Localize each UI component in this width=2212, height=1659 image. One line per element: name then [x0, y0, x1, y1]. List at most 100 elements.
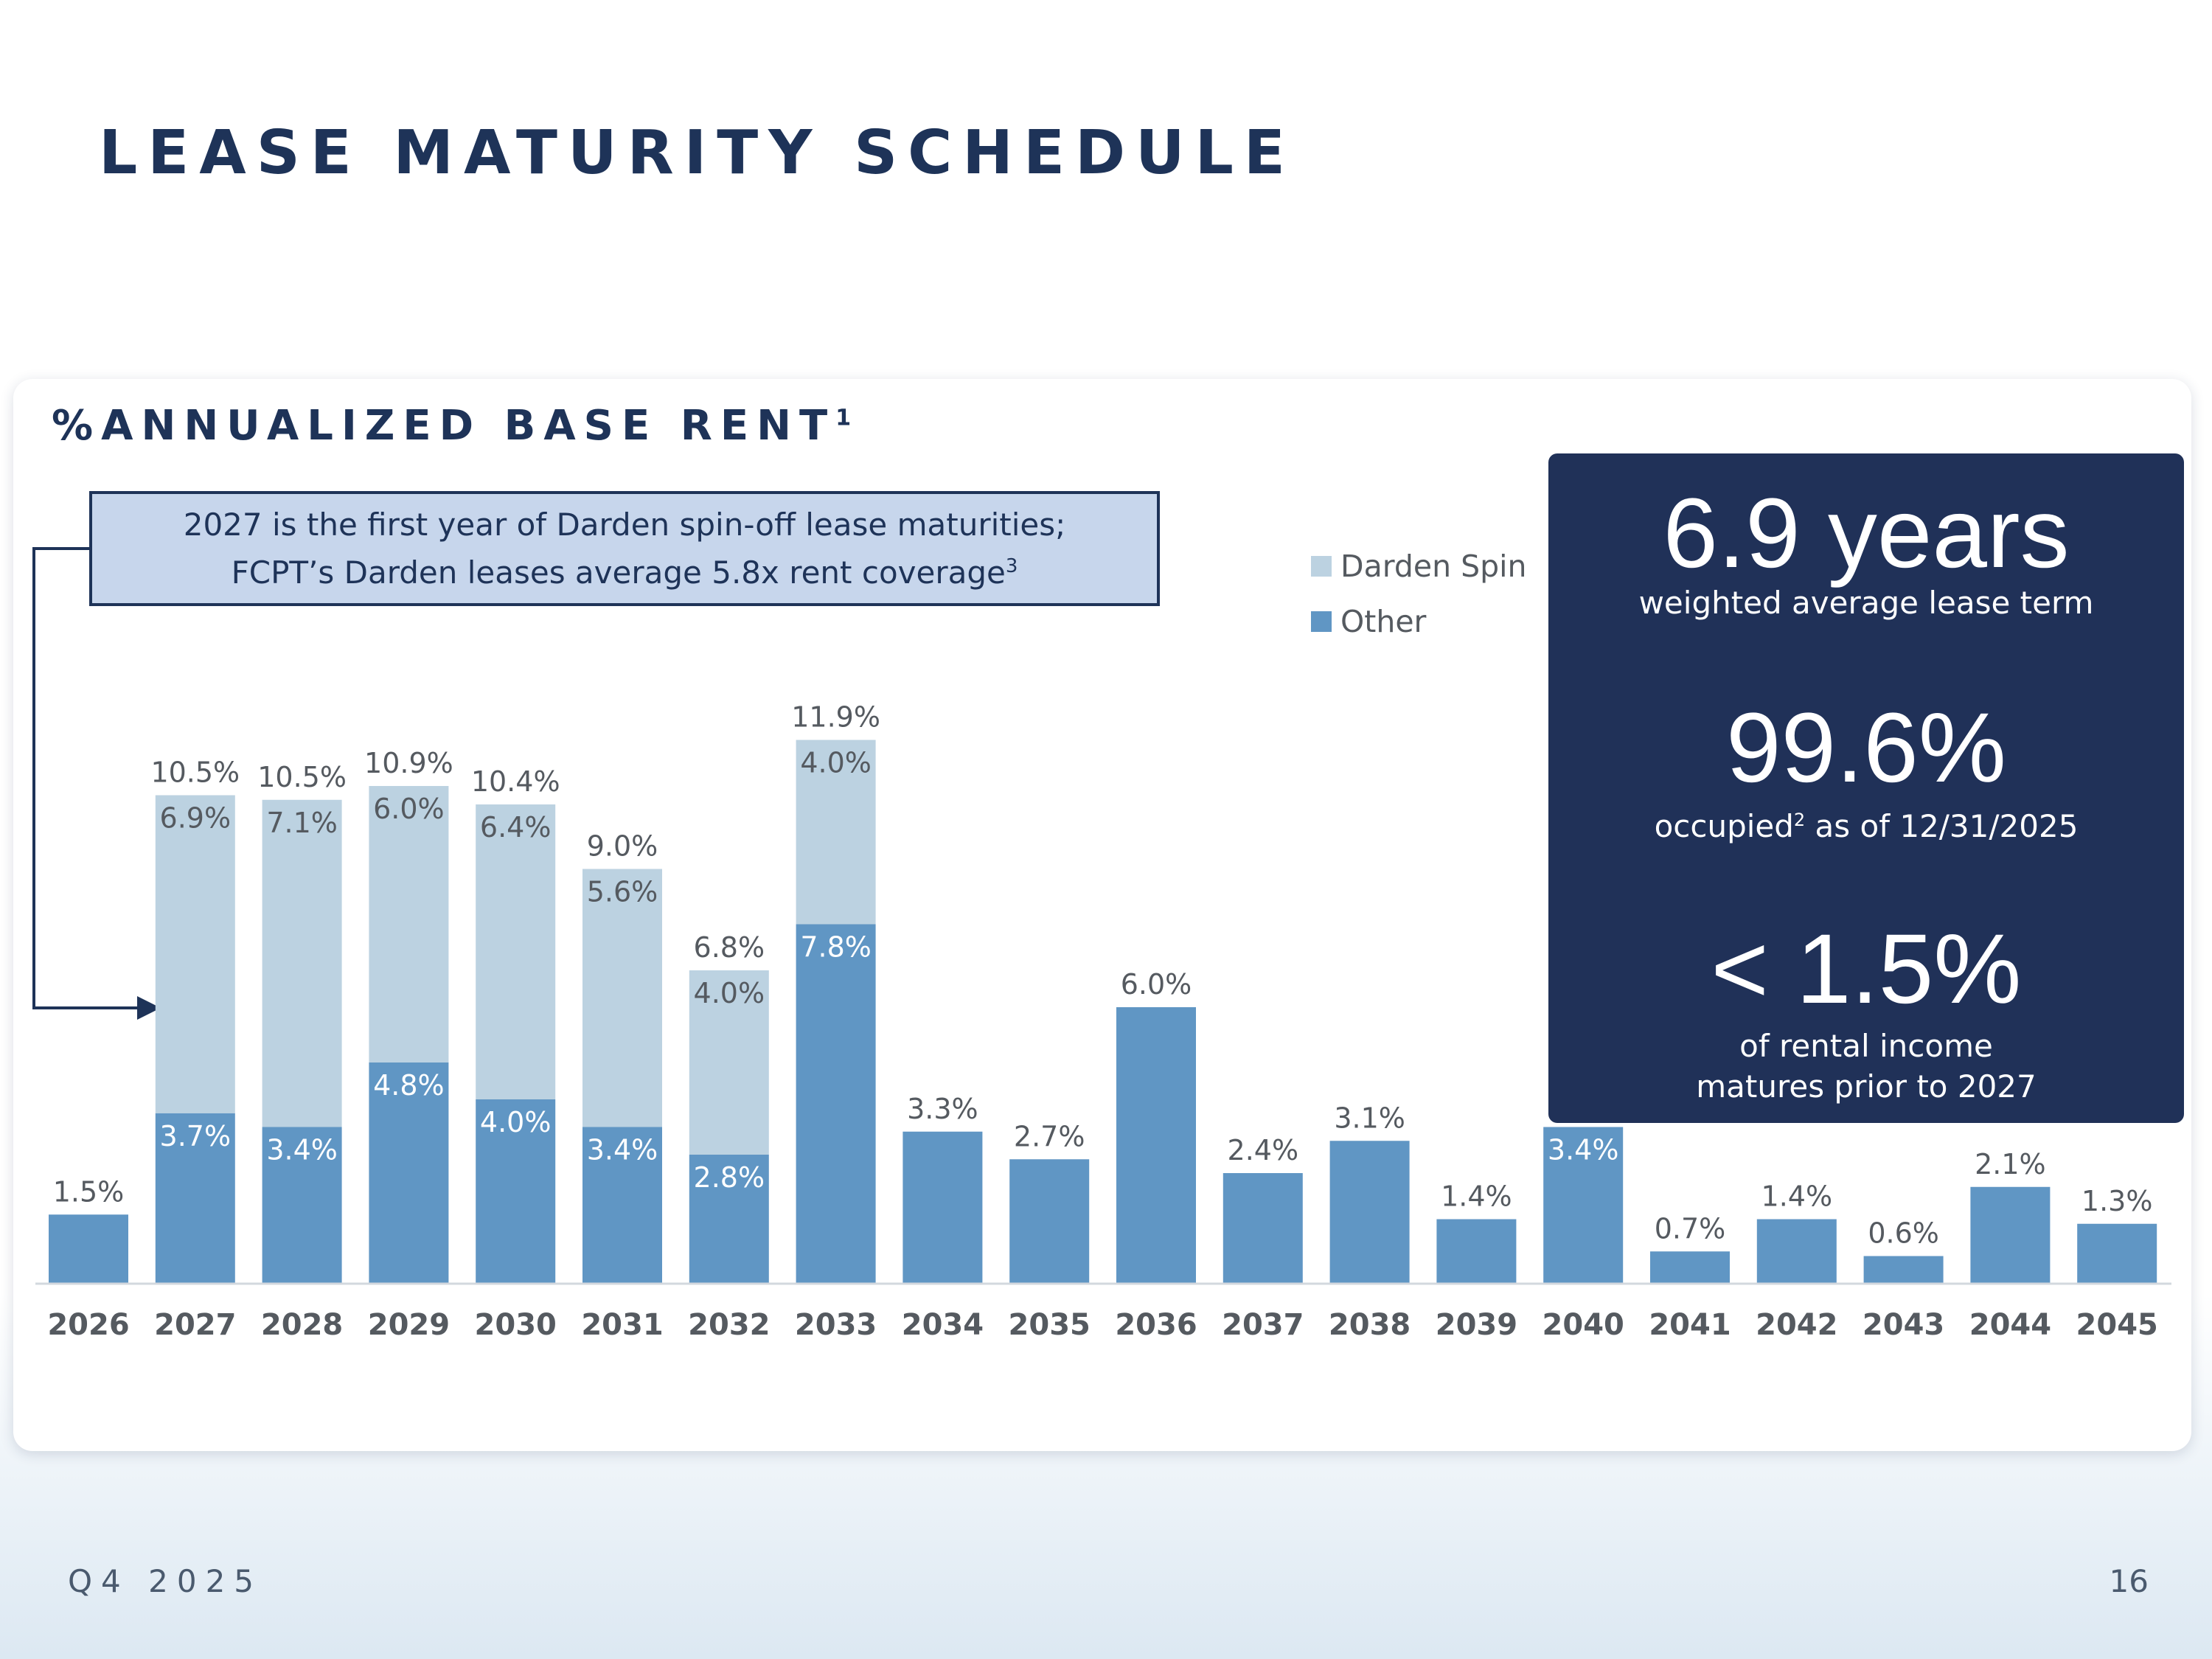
label-other-2038: 3.1% — [1334, 1102, 1405, 1134]
bar-other-2027 — [155, 1113, 235, 1284]
label-darden-2030: 6.4% — [480, 811, 552, 844]
prior-maturity-label-2: matures prior to 2027 — [1696, 1068, 2037, 1105]
label-other-2037: 2.4% — [1228, 1134, 1299, 1166]
bar-other-2030 — [476, 1099, 556, 1284]
bar-darden-2033 — [796, 740, 876, 925]
label-total-2033: 11.9% — [791, 701, 880, 734]
label-other-2043: 0.6% — [1868, 1217, 1939, 1250]
bar-darden-2030 — [476, 804, 556, 1099]
page-title: LEASE MATURITY SCHEDULE — [99, 118, 1295, 188]
label-darden-2032: 4.0% — [694, 977, 765, 1009]
label-other-2035: 2.7% — [1014, 1120, 1085, 1152]
callout-line-1: 2027 is the first year of Darden spin-of… — [183, 506, 1066, 543]
bar-other-2039 — [1436, 1219, 1517, 1284]
bar-other-2032 — [689, 1155, 769, 1284]
page-number: 16 — [2109, 1563, 2149, 1599]
bar-other-2026 — [49, 1214, 128, 1284]
x-tick-2028: 2028 — [261, 1308, 343, 1342]
x-tick-2030: 2030 — [475, 1308, 557, 1342]
callout-line-2-text: FCPT’s Darden leases average 5.8x rent c… — [231, 554, 1006, 591]
x-tick-2026: 2026 — [47, 1308, 129, 1342]
x-tick-2037: 2037 — [1222, 1308, 1304, 1342]
x-tick-2032: 2032 — [688, 1308, 770, 1342]
lease-term-value: 6.9 years — [1663, 479, 2070, 588]
bar-darden-2031 — [582, 869, 662, 1127]
x-tick-2038: 2038 — [1329, 1308, 1411, 1342]
bar-other-2043 — [1863, 1256, 1944, 1284]
x-tick-2042: 2042 — [1756, 1308, 1837, 1342]
label-darden-2028: 7.1% — [266, 807, 338, 839]
bar-other-2036 — [1116, 1007, 1196, 1284]
legend-item-other: Other — [1311, 594, 1527, 649]
bar-other-2044 — [1970, 1186, 2051, 1284]
card-title-footnote: 1 — [835, 405, 852, 431]
label-other-2041: 0.7% — [1655, 1212, 1726, 1245]
x-tick-2034: 2034 — [902, 1308, 984, 1342]
legend-swatch-darden — [1311, 555, 1332, 577]
label-other-2045: 1.3% — [2081, 1185, 2153, 1217]
occupancy-footnote: 2 — [1793, 810, 1806, 830]
label-other-2028: 3.4% — [266, 1134, 338, 1166]
legend-item-darden: Darden Spin — [1311, 538, 1527, 594]
bar-darden-2032 — [689, 970, 769, 1155]
label-darden-2027: 6.9% — [160, 802, 232, 835]
occupancy-value: 99.6% — [1726, 693, 2006, 803]
legend-label-darden: Darden Spin — [1340, 548, 1527, 584]
x-tick-2036: 2036 — [1115, 1308, 1197, 1342]
occupancy-label: occupied2 as of 12/31/2025 — [1548, 800, 2184, 846]
legend-label-other: Other — [1340, 603, 1427, 639]
bar-other-2033 — [796, 924, 876, 1284]
x-tick-2035: 2035 — [1009, 1308, 1091, 1342]
label-total-2027: 10.5% — [150, 757, 240, 789]
bar-other-2031 — [582, 1127, 662, 1284]
bar-darden-2029 — [369, 786, 449, 1062]
label-total-2029: 10.9% — [364, 747, 453, 779]
label-total-2032: 6.8% — [694, 931, 765, 964]
bar-other-2028 — [262, 1127, 342, 1284]
occupancy-label-post: as of 12/31/2025 — [1805, 808, 2079, 844]
label-other-2042: 1.4% — [1761, 1180, 1833, 1213]
label-other-2032: 2.8% — [694, 1161, 765, 1194]
label-other-2039: 1.4% — [1441, 1180, 1512, 1213]
x-tick-2043: 2043 — [1863, 1308, 1944, 1342]
x-tick-2040: 2040 — [1543, 1308, 1624, 1342]
bar-other-2040 — [1543, 1127, 1624, 1284]
stats-panel: 6.9 years weighted average lease term 99… — [1548, 453, 2184, 1123]
label-other-2034: 3.3% — [907, 1093, 978, 1125]
footer-period: Q4 2025 — [68, 1563, 263, 1599]
bar-darden-2028 — [262, 799, 342, 1127]
bar-other-2038 — [1329, 1141, 1410, 1284]
label-darden-2029: 6.0% — [373, 793, 445, 825]
label-other-2044: 2.1% — [1975, 1148, 2046, 1180]
x-tick-2045: 2045 — [2076, 1308, 2158, 1342]
prior-maturity-value: < 1.5% — [1711, 914, 2022, 1024]
bar-other-2029 — [369, 1062, 449, 1284]
legend-swatch-other — [1311, 611, 1332, 632]
callout-arrow — [32, 547, 161, 1020]
label-other-2040: 3.4% — [1548, 1134, 1619, 1166]
label-other-2033: 7.8% — [800, 931, 872, 964]
bar-other-2045 — [2077, 1223, 2157, 1284]
bars-group: 1.5%202610.5%6.9%3.7%202710.5%7.1%3.4%20… — [47, 701, 2158, 1343]
label-other-2027: 3.7% — [160, 1120, 232, 1152]
bar-other-2042 — [1756, 1219, 1837, 1284]
x-tick-2031: 2031 — [581, 1308, 663, 1342]
label-other-2029: 4.8% — [373, 1069, 445, 1102]
label-other-2030: 4.0% — [480, 1106, 552, 1138]
bar-other-2035 — [1009, 1159, 1090, 1284]
prior-maturity-label-1: of rental income — [1739, 1028, 1993, 1064]
x-tick-2041: 2041 — [1649, 1308, 1731, 1342]
label-total-2031: 9.0% — [587, 830, 658, 863]
bar-darden-2027 — [155, 795, 235, 1113]
lease-term-label: weighted average lease term — [1638, 585, 2094, 621]
x-tick-2039: 2039 — [1436, 1308, 1517, 1342]
label-total-2030: 10.4% — [471, 765, 560, 798]
label-darden-2033: 4.0% — [800, 747, 872, 779]
x-tick-2044: 2044 — [1969, 1308, 2051, 1342]
label-other-2031: 3.4% — [587, 1134, 658, 1166]
x-tick-2033: 2033 — [795, 1308, 877, 1342]
bar-other-2041 — [1650, 1251, 1730, 1284]
label-darden-2031: 5.6% — [587, 876, 658, 908]
label-total-2028: 10.5% — [257, 761, 347, 793]
